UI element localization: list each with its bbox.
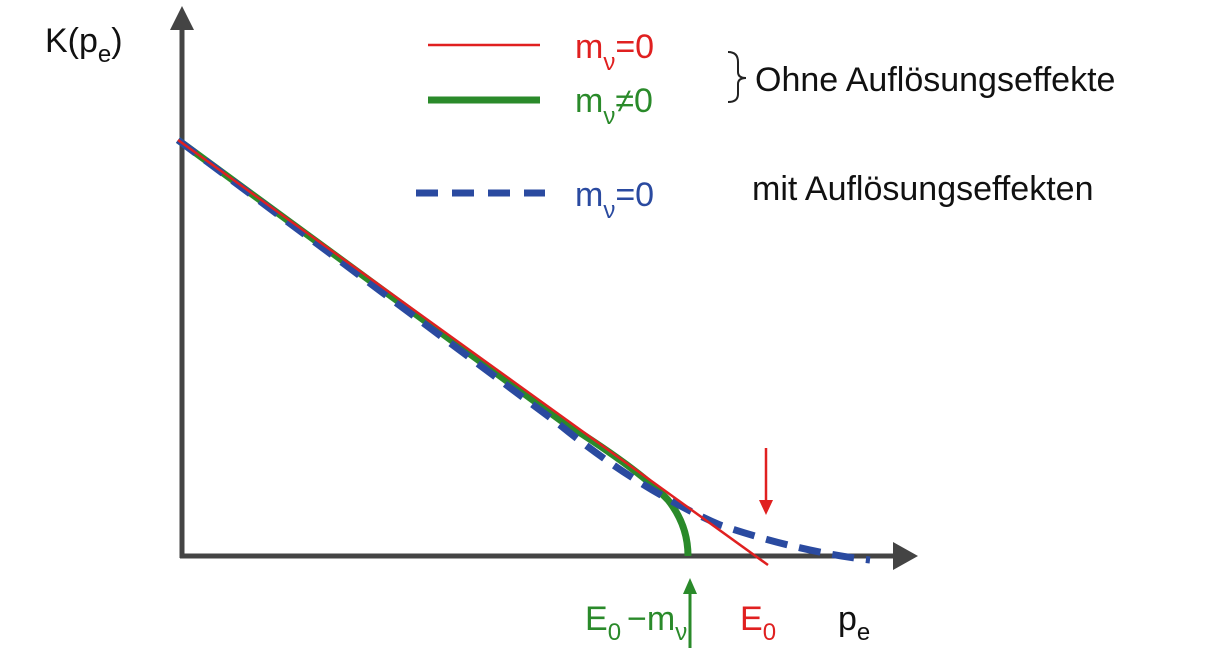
y-arrow — [170, 6, 194, 30]
text: e — [857, 619, 870, 646]
text: ν — [603, 103, 615, 130]
group-label: Ohne Auflösungseffekte — [755, 61, 1115, 99]
text: −m — [627, 600, 675, 638]
marker-arrowhead — [683, 578, 697, 594]
legend-label: mν=0 — [575, 176, 654, 224]
marker-label: E0 — [740, 600, 776, 646]
bracket — [727, 51, 747, 103]
x-axis-label: pe — [838, 600, 870, 646]
text: E — [740, 600, 763, 638]
text: ν — [603, 197, 615, 224]
text: ν — [675, 619, 687, 646]
text: 0 — [763, 619, 776, 646]
curve-massless — [177, 138, 769, 567]
x-arrow — [893, 542, 918, 570]
text: ν — [603, 49, 615, 76]
text: K(p — [45, 22, 98, 60]
text: =0 — [615, 28, 654, 66]
marker-arrowhead — [759, 500, 773, 515]
y-axis-label: K(pe) — [45, 22, 123, 68]
text: =0 — [615, 176, 654, 214]
text: ) — [111, 22, 122, 60]
text: p — [838, 600, 857, 638]
text: ≠0 — [615, 82, 653, 120]
legend-label: mν=0 — [575, 28, 654, 76]
legend-label: mν≠0 — [575, 82, 653, 130]
text: E — [585, 600, 608, 638]
marker-label: E0 −mν — [585, 600, 687, 646]
text: m — [575, 82, 603, 120]
text: 0 — [608, 619, 621, 646]
group-label: mit Auflösungseffekten — [752, 170, 1093, 208]
curve-resolution — [175, 137, 871, 564]
text: e — [98, 41, 111, 68]
text: m — [575, 176, 603, 214]
text: m — [575, 28, 603, 66]
